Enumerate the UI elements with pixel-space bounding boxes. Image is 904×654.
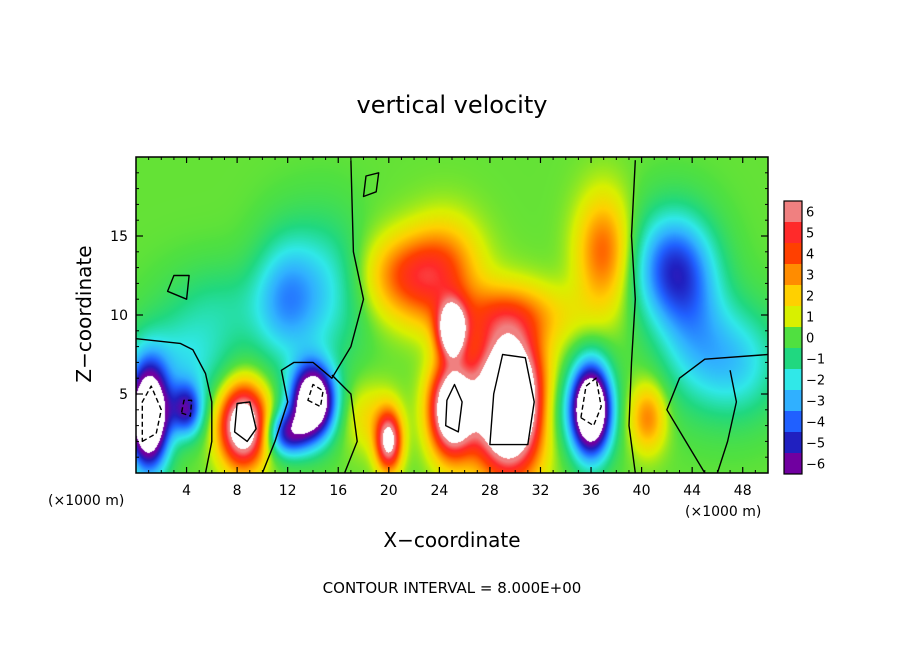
- colorbar-swatch: [784, 390, 802, 412]
- contour-dashed-13: [307, 383, 324, 408]
- x-tick-label: 24: [430, 483, 448, 499]
- contour-lines: [136, 160, 768, 473]
- colorbar-swatch: [784, 369, 802, 391]
- x-tick-label: 48: [734, 483, 752, 499]
- colorbar-swatch: [784, 222, 802, 244]
- colorbar-frame: [783, 200, 803, 475]
- colorbar-label: −3: [806, 395, 825, 410]
- y-tick-label: 5: [119, 387, 128, 403]
- x-tick-label: 16: [329, 483, 347, 499]
- colorbar-swatch: [784, 432, 802, 454]
- x-axis-label: X−coordinate: [383, 528, 520, 552]
- colorbar-swatch: [784, 285, 802, 307]
- colorbar-swatch: [784, 327, 802, 349]
- contour-solid-4: [666, 353, 768, 473]
- x-axis: 4 8 12 16 20 24 28 32 36 40 44 48: [148, 157, 756, 499]
- colorbar-swatch: [784, 306, 802, 328]
- x-tick-label: 44: [683, 483, 701, 499]
- contour-dashed-11: [580, 377, 602, 427]
- x-unit-right: (×1000 m): [685, 504, 761, 520]
- y-tick-label: 15: [110, 229, 128, 245]
- contour-solid-8: [445, 383, 463, 433]
- contour-dashed-14: [180, 399, 193, 417]
- y-tick-label: 10: [110, 308, 128, 324]
- colorbar-swatch: [784, 243, 802, 265]
- colorbar-label: −4: [806, 416, 825, 431]
- contour-solid-2: [331, 374, 358, 473]
- colorbar-label: 2: [806, 290, 814, 305]
- y-axis-label: Z−coordinate: [72, 245, 96, 382]
- x-tick-label: 4: [182, 483, 191, 499]
- contour-interval-note: CONTOUR INTERVAL = 8.000E+00: [323, 579, 582, 597]
- colorbar-label: 0: [806, 332, 814, 347]
- colorbar-label: −2: [806, 374, 825, 389]
- contour-dashed-12: [141, 385, 162, 443]
- y-axis: 5 10 15: [110, 172, 768, 458]
- contour-solid-1: [261, 160, 365, 473]
- colorbar-label: 1: [806, 311, 814, 326]
- velocity-field: [136, 157, 768, 473]
- colorbar-swatch: [784, 348, 802, 370]
- contour-solid-5: [716, 370, 738, 473]
- colorbar-label: 4: [806, 248, 814, 263]
- contour-solid-10: [362, 172, 380, 198]
- colorbar-label: −6: [806, 458, 825, 473]
- x-tick-label: 28: [481, 483, 499, 499]
- colorbar-swatch: [784, 411, 802, 433]
- contour-solid-3: [628, 160, 636, 473]
- colorbar-label: 5: [806, 227, 814, 242]
- colorbar: 6 5 4 3 2 1 0 −1 −2 −3 −4 −5 −6: [783, 200, 825, 475]
- colorbar-swatch: [784, 453, 802, 475]
- colorbar-swatch: [784, 264, 802, 286]
- x-tick-label: 32: [532, 483, 550, 499]
- contour-solid-6: [489, 353, 535, 446]
- x-tick-label: 36: [582, 483, 600, 499]
- chart-title: vertical velocity: [357, 91, 548, 119]
- contour-solid-7: [233, 401, 257, 443]
- x-tick-label: 8: [233, 483, 242, 499]
- colorbar-swatch: [784, 201, 802, 223]
- colorbar-label: 3: [806, 269, 814, 284]
- contour-solid-9: [166, 274, 190, 300]
- colorbar-label: −5: [806, 437, 825, 452]
- contour-solid-0: [136, 338, 213, 473]
- colorbar-label: 6: [806, 206, 814, 221]
- colorbar-label: −1: [806, 353, 825, 368]
- x-tick-label: 12: [279, 483, 297, 499]
- x-unit-left: (×1000 m): [48, 493, 124, 509]
- x-tick-label: 20: [380, 483, 398, 499]
- x-tick-label: 40: [633, 483, 651, 499]
